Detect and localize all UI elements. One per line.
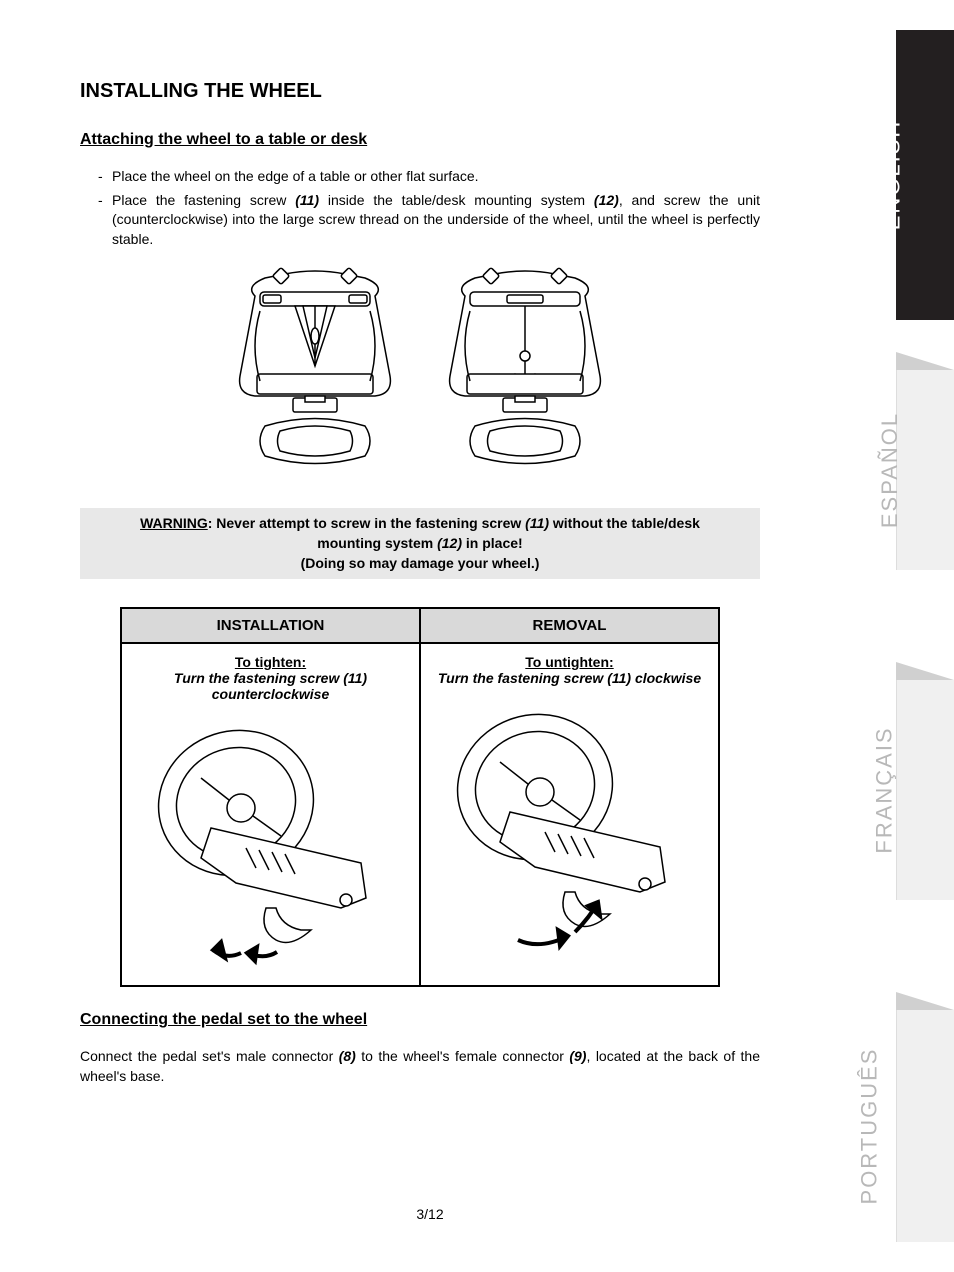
remove-diagram	[429, 692, 710, 957]
table-header-install: INSTALLATION	[122, 609, 421, 642]
table-cell-remove: To untighten: Turn the fastening screw (…	[421, 644, 718, 985]
list-item: Place the wheel on the edge of a table o…	[98, 167, 760, 187]
tab-espanol[interactable]: ESPAÑOL	[896, 370, 954, 570]
section1-title: Attaching the wheel to a table or desk	[80, 131, 760, 149]
page-heading: INSTALLING THE WHEEL	[80, 80, 760, 103]
warning-box: WARNING: Never attempt to screw in the f…	[80, 508, 760, 579]
page-number: 3/12	[0, 1206, 860, 1222]
install-diagram	[130, 708, 411, 973]
yes-no-diagram: YES	[80, 261, 760, 496]
tab-english[interactable]: ENGLISH	[896, 30, 954, 320]
list-item: Place the fastening screw (11) inside th…	[98, 191, 760, 250]
table-header-remove: REMOVAL	[421, 609, 718, 642]
install-remove-table: INSTALLATION REMOVAL To tighten: Turn th…	[120, 607, 720, 987]
section2-title: Connecting the pedal set to the wheel	[80, 1011, 760, 1029]
warning-label: WARNING	[140, 515, 208, 531]
section2-body: Connect the pedal set's male connector (…	[80, 1047, 760, 1086]
tab-portugues[interactable]: PORTUGUÊS	[896, 1010, 954, 1242]
table-cell-install: To tighten: Turn the fastening screw (11…	[122, 644, 421, 985]
tab-francais[interactable]: FRANÇAIS	[896, 680, 954, 900]
language-tabs: ENGLISH ESPAÑOL FRANÇAIS PORTUGUÊS	[868, 0, 954, 1272]
section1-bullets: Place the wheel on the edge of a table o…	[80, 167, 760, 249]
